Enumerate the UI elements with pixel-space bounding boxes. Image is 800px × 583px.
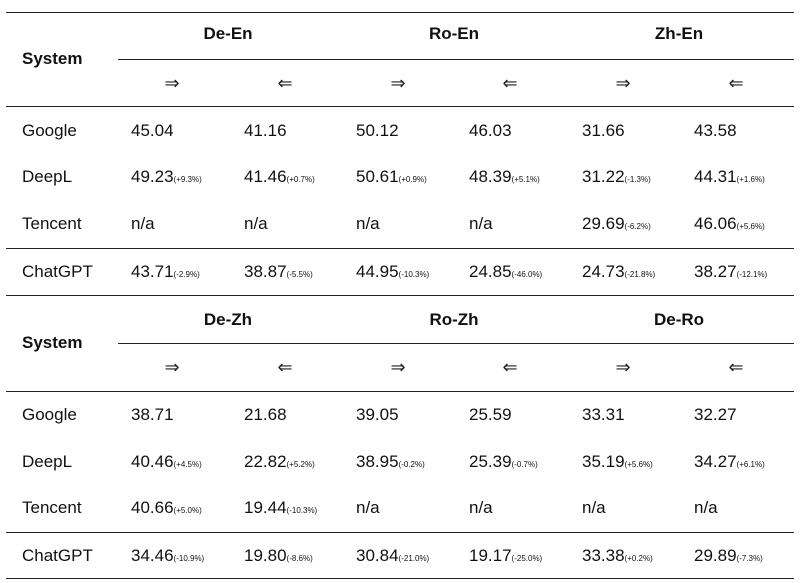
table-1-row-deepl-cell: 48.39(+5.1%) [469, 167, 540, 186]
table-1-row-google-cell: 31.66 [582, 121, 625, 140]
table-2-header-subrule [118, 343, 794, 344]
table-2-row-google-system: Google [22, 405, 77, 424]
table-1-row-google-cell: 43.58 [694, 121, 737, 140]
table-1-row-chatgpt-system: ChatGPT [22, 262, 93, 281]
table-1-arrow-right-icon: ⇒ [615, 73, 631, 93]
table-2-row-chatgpt-cell: 19.80(-8.6%) [244, 546, 313, 565]
table-2-row-google-cell: 21.68 [244, 405, 287, 424]
table-1-row-chatgpt-cell: 24.85(-46.0%) [469, 262, 543, 281]
table-1-row-google-cell: 46.03 [469, 121, 512, 140]
table-1-row-chatgpt-cell: 38.87(-5.5%) [244, 262, 313, 281]
table-2-row-tencent-cell: 40.66(+5.0%) [131, 498, 202, 517]
table-1-row-deepl-cell: 41.46(+0.7%) [244, 167, 315, 186]
table-1-pair-header-3: Zh-En [654, 24, 704, 43]
table-2-row-deepl-cell: 35.19(+5.6%) [582, 452, 653, 471]
table-2-arrow-right-icon: ⇒ [390, 357, 406, 377]
table-2-row-deepl-cell: 38.95(-0.2%) [356, 452, 425, 471]
table-1-header-bottom-rule [6, 106, 794, 107]
table-1-header-subrule [118, 59, 794, 60]
table-1-arrow-right-icon: ⇒ [390, 73, 406, 93]
table-1-row-deepl-cell: 44.31(+1.6%) [694, 167, 765, 186]
table-1-pair-header-2: Ro-En [428, 24, 480, 43]
table-1-row-deepl-cell: 50.61(+0.9%) [356, 167, 427, 186]
table-2-row-chatgpt-cell: 34.46(-10.9%) [131, 546, 205, 565]
table-2-row-deepl-system: DeepL [22, 452, 73, 471]
table-2-row-tencent-cell: n/a [469, 498, 493, 517]
table-1-row-chatgpt-cell: 44.95(-10.3%) [356, 262, 430, 281]
table-1-row-deepl-cell: 31.22(-1.3%) [582, 167, 651, 186]
table-1-row-tencent-cell: n/a [356, 214, 380, 233]
table-1-row-google-system: Google [22, 121, 77, 140]
table-2-row-chatgpt-system: ChatGPT [22, 546, 93, 565]
table-1-row-google-cell: 41.16 [244, 121, 287, 140]
table-2-row-tencent-cell: n/a [694, 498, 718, 517]
table-1-row-tencent-cell: n/a [131, 214, 155, 233]
table-1-row-chatgpt-cell: 24.73(-21.8%) [582, 262, 656, 281]
table-1-top-rule [6, 12, 794, 13]
table-2-row-google-cell: 39.05 [356, 405, 399, 424]
table-2-pair-header-1: De-Zh [203, 310, 253, 329]
table-1-row-tencent-cell: n/a [469, 214, 493, 233]
table-2-pair-header-2: Ro-Zh [429, 310, 479, 329]
table-2-row-deepl-cell: 22.82(+5.2%) [244, 452, 315, 471]
table-1-arrow-left-icon: ⇐ [502, 73, 518, 93]
table-2-row-deepl-cell: 40.46(+4.5%) [131, 452, 202, 471]
table-1-row-chatgpt-cell: 38.27(-12.1%) [694, 262, 768, 281]
table-1-row-google-cell: 45.04 [131, 121, 174, 140]
table-1-arrow-left-icon: ⇐ [728, 73, 744, 93]
table-2-header-bottom-rule [6, 391, 794, 392]
table-2-row-google-cell: 33.31 [582, 405, 625, 424]
table-1-row-tencent-cell: 46.06(+5.6%) [694, 214, 765, 233]
table-2-arrow-right-icon: ⇒ [164, 357, 180, 377]
table-2-row-chatgpt-cell: 30.84(-21.0%) [356, 546, 430, 565]
table-2-row-tencent-system: Tencent [22, 498, 82, 517]
table-2-row-tencent-cell: n/a [582, 498, 606, 517]
table-2-row-chatgpt-cell: 33.38(+0.2%) [582, 546, 653, 565]
table-2-arrow-left-icon: ⇐ [728, 357, 744, 377]
table-2-arrow-right-icon: ⇒ [615, 357, 631, 377]
table-1-row-deepl-system: DeepL [22, 167, 73, 186]
table-1-row-tencent-cell: n/a [244, 214, 268, 233]
table-2-pair-header-3: De-Ro [653, 310, 705, 329]
table-1-arrow-right-icon: ⇒ [164, 73, 180, 93]
table-2-row-chatgpt-cell: 29.89(-7.3%) [694, 546, 763, 565]
table-2-row-deepl-cell: 34.27(+6.1%) [694, 452, 765, 471]
table-2-row-deepl-cell: 25.39(-0.7%) [469, 452, 538, 471]
table-2-row-google-cell: 38.71 [131, 405, 174, 424]
table-2-row-google-cell: 32.27 [694, 405, 737, 424]
table-1-system-header: System [22, 49, 83, 68]
table-1-row-deepl-cell: 49.23(+9.3%) [131, 167, 202, 186]
table-2-system-header: System [22, 333, 83, 352]
table-1-row-tencent-cell: 29.69(-6.2%) [582, 214, 651, 233]
table-2-arrow-left-icon: ⇐ [277, 357, 293, 377]
table-2-row-chatgpt-cell: 19.17(-25.0%) [469, 546, 543, 565]
table-1-chatgpt-rule [6, 248, 794, 249]
table-1-pair-header-1: De-En [203, 24, 253, 43]
table-2-bottom-rule [6, 578, 794, 579]
table-1-row-chatgpt-cell: 43.71(-2.9%) [131, 262, 200, 281]
table-2-row-tencent-cell: n/a [356, 498, 380, 517]
table-1-arrow-left-icon: ⇐ [277, 73, 293, 93]
table-1-row-google-cell: 50.12 [356, 121, 399, 140]
table-2-row-tencent-cell: 19.44(-10.3%) [244, 498, 318, 517]
table-2-row-google-cell: 25.59 [469, 405, 512, 424]
table-1-row-tencent-system: Tencent [22, 214, 82, 233]
table-divider-rule [6, 295, 794, 296]
table-2-arrow-left-icon: ⇐ [502, 357, 518, 377]
table-2-chatgpt-rule [6, 532, 794, 533]
